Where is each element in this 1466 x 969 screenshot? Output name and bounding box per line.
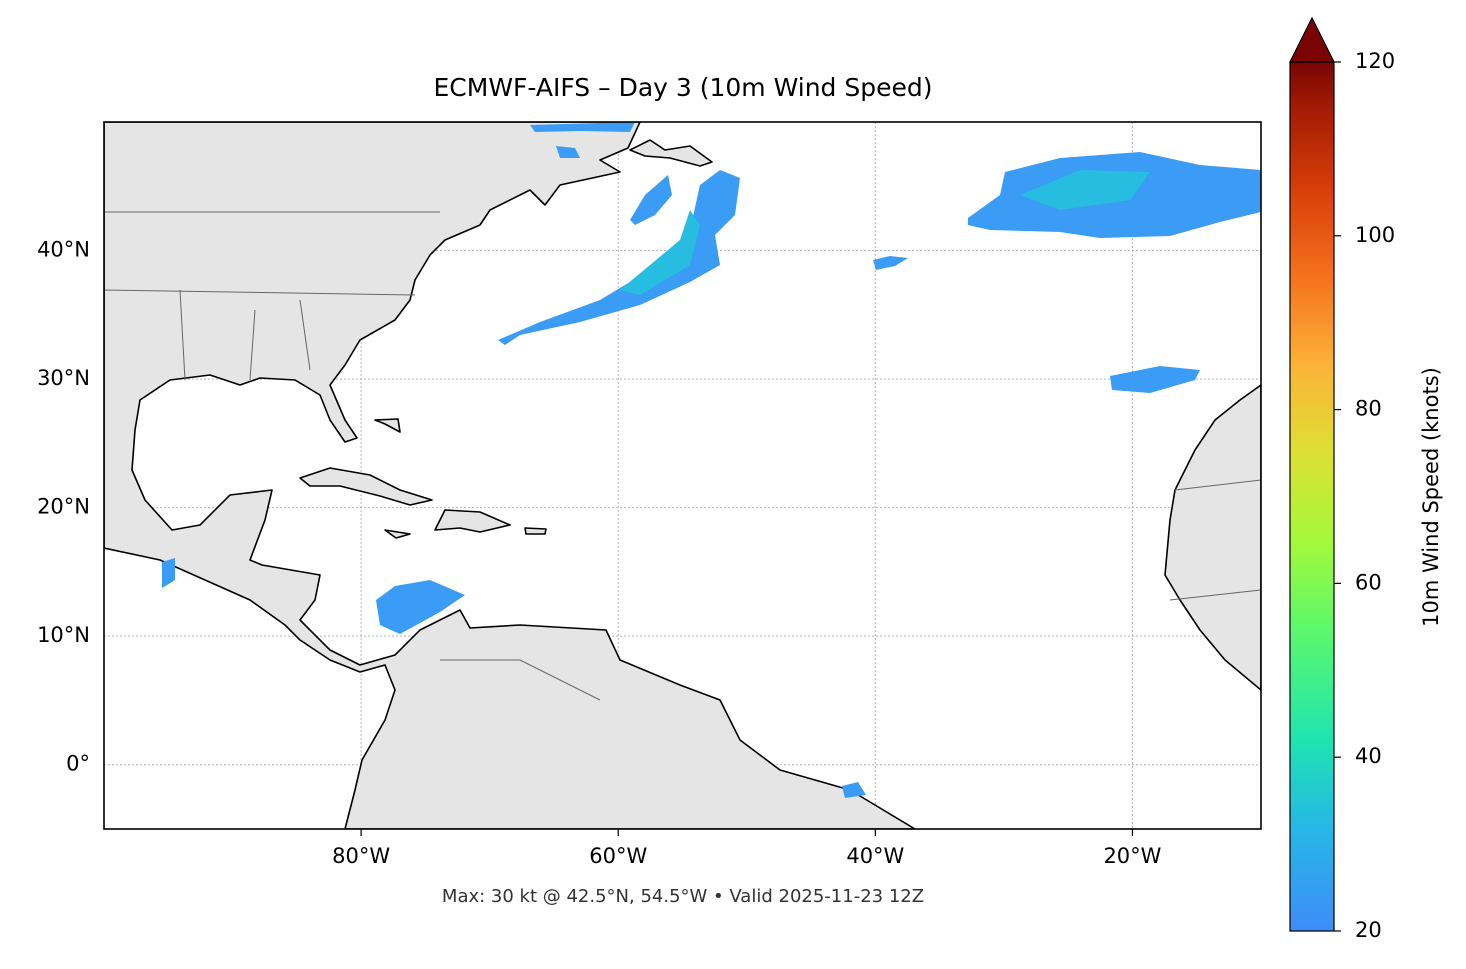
colorbar-frame [1289, 61, 1335, 932]
x-tick-label: 20°W [1103, 844, 1161, 868]
colorbar-tick-label: 60 [1355, 570, 1382, 594]
wind-area [620, 210, 700, 295]
y-tick-label: 40°N [37, 238, 90, 262]
y-tick-label: 10°N [37, 623, 90, 647]
wind-area [630, 175, 672, 225]
wind-area [1020, 170, 1150, 210]
hispaniola [434, 509, 511, 533]
newfoundland [629, 139, 713, 167]
y-tick-label: 30°N [37, 366, 90, 390]
y-tick-label: 20°N [37, 495, 90, 519]
footer-note: Max: 30 kt @ 42.5°N, 54.5°W • Valid 2025… [442, 886, 924, 907]
colorbar-tick-label: 20 [1355, 918, 1382, 942]
wind-areas [162, 122, 1261, 798]
cuba [299, 467, 433, 506]
wind-area [1110, 366, 1200, 393]
map-area [104, 122, 1261, 829]
jamaica [384, 529, 411, 539]
americas [104, 122, 916, 829]
y-tick-label: 0° [66, 752, 90, 776]
x-tick-label: 60°W [589, 844, 647, 868]
map-title: ECMWF-AIFS – Day 3 (10m Wind Speed) [434, 73, 933, 102]
wind-area [842, 782, 866, 798]
puerto-rico [524, 527, 547, 535]
colorbar-tick-label: 100 [1355, 223, 1395, 247]
colorbar [1290, 62, 1334, 931]
wind-area [376, 580, 465, 634]
colorbar-label: 10m Wind Speed (knots) [1419, 367, 1443, 627]
map-frame [103, 121, 1262, 830]
colorbar-extend [1289, 16, 1335, 63]
colorbar-tick-label: 40 [1355, 744, 1382, 768]
x-tick-label: 80°W [332, 844, 390, 868]
wind-area [162, 558, 175, 588]
border-lines [104, 211, 1261, 701]
x-tick-label: 40°W [846, 844, 904, 868]
borders [104, 211, 1261, 701]
bahamas [374, 418, 401, 433]
colorbar-axis: 20 40 60 80 100 120 [1334, 49, 1395, 942]
map-axes: 80°W 60°W 40°W 20°W 0° 10°N 20°N 30°N 40°N [37, 238, 1162, 868]
colorbar-tick-label: 120 [1355, 49, 1395, 73]
africa [1164, 384, 1261, 691]
colorbar-tick-label: 80 [1355, 397, 1382, 421]
